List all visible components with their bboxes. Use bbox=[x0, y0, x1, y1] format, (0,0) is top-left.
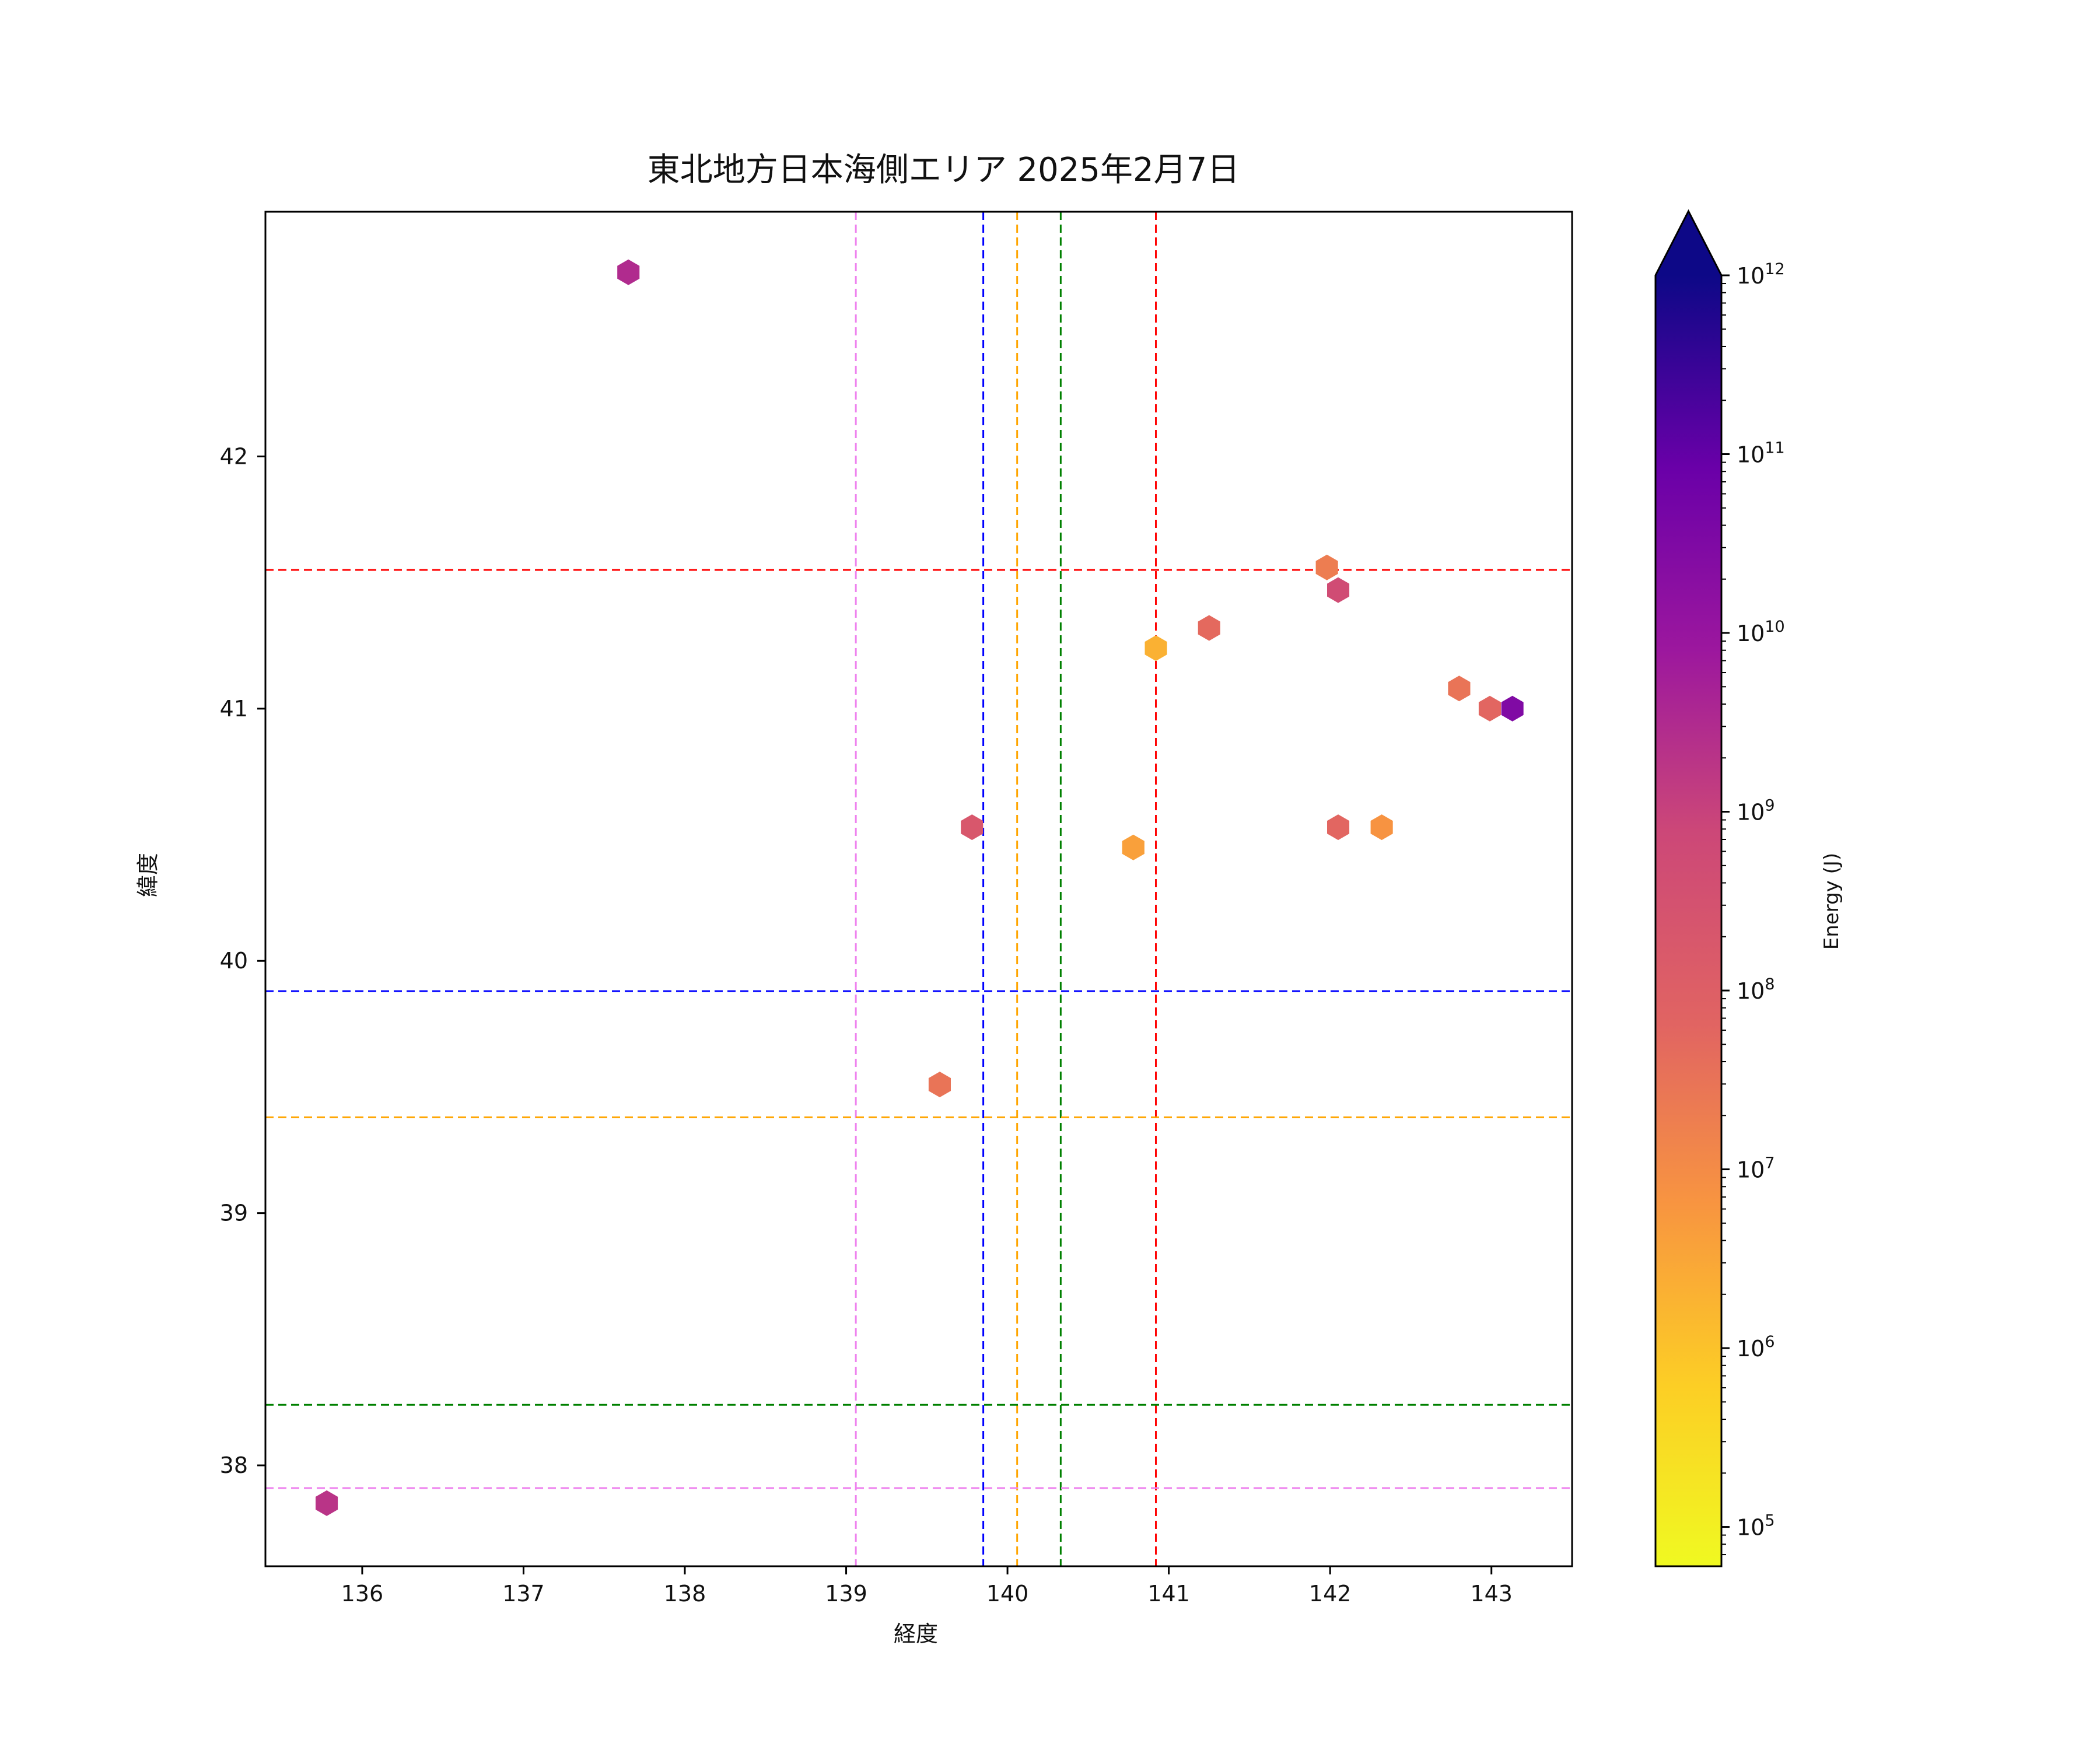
x-tick-label-1: 137 bbox=[502, 1581, 545, 1606]
colorbar-tick-label-0: 105 bbox=[1737, 1512, 1775, 1541]
x-tick-label-5: 141 bbox=[1147, 1581, 1190, 1606]
y-tick-label-1: 39 bbox=[220, 1200, 248, 1226]
data-point-11 bbox=[1370, 814, 1393, 841]
data-points bbox=[316, 259, 1524, 1516]
colorbar: 105 106 107 108 109 1010 1011 1012 bbox=[1654, 209, 1785, 1567]
data-point-3 bbox=[1327, 577, 1350, 603]
data-point-4 bbox=[1198, 615, 1220, 641]
colorbar-tick-label-3: 108 bbox=[1737, 975, 1775, 1004]
reference-lines bbox=[265, 212, 1572, 1566]
chart-title: 東北地方日本海側エリア 2025年2月7日 bbox=[647, 151, 1240, 189]
y-tick-label-2: 40 bbox=[220, 948, 248, 974]
x-tick-label-2: 138 bbox=[664, 1581, 706, 1606]
x-tick-label-0: 136 bbox=[341, 1581, 384, 1606]
y-axis-ticks: 38 39 40 41 42 bbox=[220, 443, 265, 1478]
data-point-9 bbox=[961, 814, 984, 841]
data-point-2 bbox=[1315, 554, 1338, 580]
y-tick-label-0: 38 bbox=[220, 1452, 248, 1478]
data-point-13 bbox=[928, 1072, 951, 1098]
plot-frame bbox=[264, 211, 1573, 1567]
colorbar-tick-label-1: 106 bbox=[1737, 1333, 1775, 1362]
colorbar-gradient bbox=[1656, 275, 1721, 1566]
data-point-10 bbox=[1327, 814, 1350, 841]
data-point-1 bbox=[316, 1490, 338, 1516]
colorbar-tick-label-6: 1011 bbox=[1737, 439, 1785, 468]
data-point-8 bbox=[1501, 695, 1524, 722]
x-axis-ticks: 136 137 138 139 140 141 142 143 bbox=[341, 1566, 1513, 1606]
colorbar-tick-label-5: 1010 bbox=[1737, 618, 1785, 646]
colorbar-tick-label-2: 107 bbox=[1737, 1154, 1775, 1183]
colorbar-tick-label-4: 109 bbox=[1737, 797, 1775, 825]
colorbar-tick-label-7: 1012 bbox=[1737, 260, 1785, 289]
colorbar-frame bbox=[1654, 209, 1723, 1567]
data-point-0 bbox=[617, 259, 640, 285]
colorbar-extend-arrow bbox=[1656, 211, 1721, 275]
data-point-12 bbox=[1122, 834, 1144, 860]
x-tick-label-4: 140 bbox=[986, 1581, 1029, 1606]
y-tick-label-3: 41 bbox=[220, 696, 248, 722]
data-point-6 bbox=[1448, 676, 1471, 702]
x-tick-label-6: 142 bbox=[1309, 1581, 1352, 1606]
x-axis-label: 経度 bbox=[893, 1621, 938, 1647]
data-point-7 bbox=[1478, 695, 1501, 722]
data-point-5 bbox=[1144, 635, 1167, 662]
x-tick-label-7: 143 bbox=[1470, 1581, 1513, 1606]
y-tick-label-4: 42 bbox=[220, 443, 248, 469]
x-tick-label-3: 139 bbox=[825, 1581, 867, 1606]
